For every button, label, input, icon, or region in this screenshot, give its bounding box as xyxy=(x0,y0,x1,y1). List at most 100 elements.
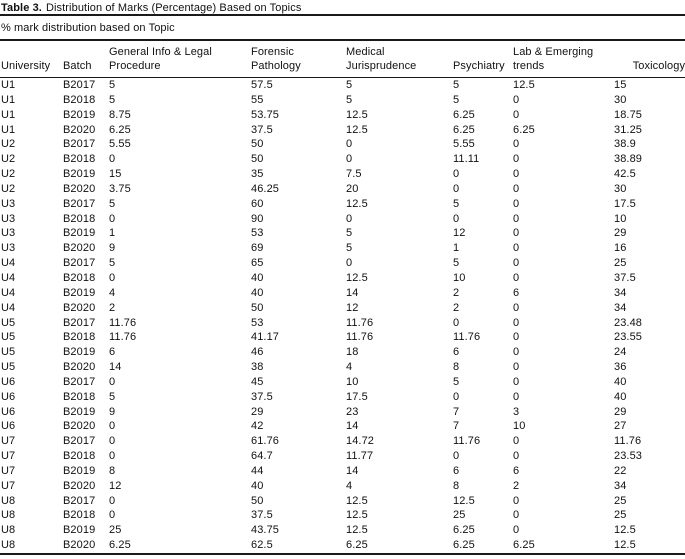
cell-medical: 14 xyxy=(346,464,359,477)
cell-toxicology: 29 xyxy=(614,405,627,418)
table-row: U1 B2020 6.25 37.5 12.5 6.25 6.25 31.25 xyxy=(0,123,685,138)
cell-medical: 4 xyxy=(346,479,353,492)
cell-lab: 0 xyxy=(513,182,520,195)
cell-university: U5 xyxy=(1,361,16,374)
cell-general: 0 xyxy=(109,375,116,388)
cell-medical: 11.76 xyxy=(346,316,374,329)
cell-lab: 0 xyxy=(513,524,520,537)
cell-university: U6 xyxy=(1,405,16,418)
cell-batch: B2017 xyxy=(63,138,96,151)
cell-batch: B2017 xyxy=(63,257,96,270)
cell-psychiatry: 5 xyxy=(453,93,460,106)
cell-batch: B2017 xyxy=(63,494,96,507)
cell-psychiatry: 11.76 xyxy=(453,435,481,448)
cell-batch: B2020 xyxy=(63,479,96,492)
cell-batch: B2018 xyxy=(63,390,96,403)
cell-toxicology: 34 xyxy=(614,286,627,299)
cell-psychiatry: 6.25 xyxy=(453,524,475,537)
cell-toxicology: 23.48 xyxy=(614,316,643,329)
cell-general: 0 xyxy=(109,450,116,463)
cell-psychiatry: 12.5 xyxy=(453,494,475,507)
table-row: U2 B2020 3.75 46.25 20 0 0 30 xyxy=(0,182,685,197)
cell-batch: B2020 xyxy=(63,539,96,552)
cell-psychiatry: 7 xyxy=(453,405,460,418)
cell-general: 5 xyxy=(109,390,116,403)
cell-medical: 12.5 xyxy=(346,197,368,210)
cell-forensic: 46.25 xyxy=(251,182,280,195)
table-row: U2 B2017 5.55 50 0 5.55 0 38.9 xyxy=(0,137,685,152)
cell-forensic: 42 xyxy=(251,420,264,433)
cell-psychiatry: 2 xyxy=(453,286,460,299)
table-row: U5 B2019 6 46 18 6 0 24 xyxy=(0,345,685,360)
cell-lab: 0 xyxy=(513,435,520,448)
cell-medical: 14 xyxy=(346,420,359,433)
cell-university: U7 xyxy=(1,435,16,448)
cell-lab: 6.25 xyxy=(513,123,535,136)
cell-toxicology: 16 xyxy=(614,242,627,255)
cell-forensic: 57.5 xyxy=(251,79,273,91)
table-row: U1 B2018 5 55 5 5 0 30 xyxy=(0,93,685,108)
cell-forensic: 53 xyxy=(251,316,264,329)
cell-university: U3 xyxy=(1,197,16,210)
cell-batch: B2020 xyxy=(63,420,96,433)
table-row: U3 B2017 5 60 12.5 5 0 17.5 xyxy=(0,197,685,212)
cell-psychiatry: 7 xyxy=(453,420,460,433)
cell-psychiatry: 5 xyxy=(453,375,460,388)
cell-psychiatry: 8 xyxy=(453,479,460,492)
cell-psychiatry: 5 xyxy=(453,197,460,210)
cell-psychiatry: 5 xyxy=(453,79,460,91)
cell-university: U2 xyxy=(1,153,16,166)
cell-batch: B2017 xyxy=(63,316,96,329)
cell-toxicology: 24 xyxy=(614,346,627,359)
table-row: U4 B2020 2 50 12 2 0 34 xyxy=(0,301,685,316)
cell-toxicology: 37.5 xyxy=(614,271,636,284)
table-row: U6 B2018 5 37.5 17.5 0 0 40 xyxy=(0,390,685,405)
cell-lab: 10 xyxy=(513,420,526,433)
table-row: U2 B2018 0 50 0 11.11 0 38.89 xyxy=(0,152,685,167)
cell-toxicology: 42.5 xyxy=(614,168,636,181)
cell-medical: 7.5 xyxy=(346,168,362,181)
cell-psychiatry: 0 xyxy=(453,450,460,463)
cell-forensic: 53.75 xyxy=(251,108,280,121)
cell-batch: B2017 xyxy=(63,435,96,448)
table-row: U8 B2018 0 37.5 12.5 25 0 25 xyxy=(0,508,685,523)
cell-batch: B2017 xyxy=(63,79,96,91)
cell-medical: 0 xyxy=(346,138,353,151)
table-row: U7 B2018 0 64.7 11.77 0 0 23.53 xyxy=(0,449,685,464)
cell-psychiatry: 6.25 xyxy=(453,108,475,121)
cell-forensic: 38 xyxy=(251,361,264,374)
cell-psychiatry: 0 xyxy=(453,390,460,403)
cell-psychiatry: 0 xyxy=(453,212,460,225)
cell-university: U6 xyxy=(1,420,16,433)
cell-forensic: 46 xyxy=(251,346,264,359)
cell-general: 2 xyxy=(109,301,116,314)
table-subheader-row: % mark distribution based on Topic xyxy=(0,15,685,41)
cell-toxicology: 30 xyxy=(614,182,627,195)
table-row: U6 B2017 0 45 10 5 0 40 xyxy=(0,375,685,390)
cell-medical: 4 xyxy=(346,361,353,374)
column-header-toxicology: Toxicology xyxy=(613,40,685,78)
cell-batch: B2019 xyxy=(63,108,96,121)
cell-psychiatry: 0 xyxy=(453,182,460,195)
cell-lab: 0 xyxy=(513,301,520,314)
cell-medical: 0 xyxy=(346,212,353,225)
cell-forensic: 44 xyxy=(251,464,264,477)
cell-general: 0 xyxy=(109,435,116,448)
cell-toxicology: 23.55 xyxy=(614,331,643,344)
cell-medical: 12.5 xyxy=(346,524,368,537)
cell-batch: B2019 xyxy=(63,405,96,418)
cell-university: U6 xyxy=(1,375,16,388)
cell-general: 0 xyxy=(109,271,116,284)
cell-lab: 3 xyxy=(513,405,520,418)
cell-university: U1 xyxy=(1,93,16,106)
table-head: % mark distribution based on Topic Unive… xyxy=(0,15,685,78)
cell-lab: 0 xyxy=(513,93,520,106)
cell-psychiatry: 0 xyxy=(453,316,460,329)
cell-forensic: 62.5 xyxy=(251,539,273,552)
cell-psychiatry: 2 xyxy=(453,301,460,314)
cell-toxicology: 34 xyxy=(614,301,627,314)
cell-university: U6 xyxy=(1,390,16,403)
cell-medical: 20 xyxy=(346,182,359,195)
column-header-forensic: Forensic Pathology xyxy=(250,40,345,78)
